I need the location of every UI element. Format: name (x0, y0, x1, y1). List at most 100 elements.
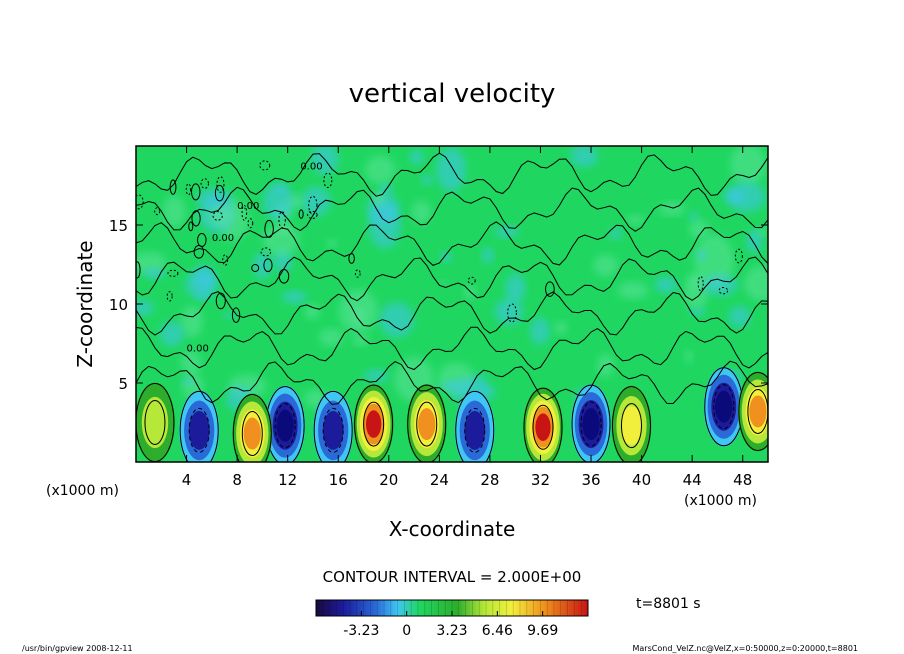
small-contour (247, 218, 254, 229)
field-patch (683, 278, 708, 310)
small-contour (200, 178, 209, 189)
small-contour (212, 211, 223, 221)
small-contour (193, 245, 205, 259)
x-unit-label-right: (x1000 m) (684, 493, 757, 509)
field-patch (505, 273, 526, 302)
cell-layer (365, 410, 382, 438)
small-contour (154, 207, 161, 216)
cell-layer (749, 395, 767, 428)
x-tick-label: 32 (531, 471, 550, 489)
x-tick-label: 20 (379, 471, 398, 489)
field-patch (304, 303, 321, 320)
field-patch (180, 350, 202, 376)
contour-value-label: 0.00 (300, 162, 322, 173)
chart-title: vertical velocity (349, 79, 556, 109)
field-patch (688, 211, 699, 221)
field-patch (352, 335, 370, 347)
cell-contour (416, 401, 438, 447)
field-patch (136, 299, 154, 316)
cell-contour (611, 386, 651, 462)
cell-layer (322, 410, 344, 450)
contour-value-label: 0.00 (212, 233, 234, 244)
field-patch (439, 280, 448, 286)
field-patch (730, 146, 766, 185)
field-patch (654, 276, 677, 293)
cell-layer (276, 409, 294, 442)
field-patch (570, 146, 598, 168)
field-patch (727, 181, 766, 213)
field-patch (263, 183, 294, 221)
footer-left: /usr/bin/gpview 2008-12-11 (22, 644, 133, 653)
small-contour (185, 183, 192, 196)
x-unit-label-left: (x1000 m) (46, 483, 119, 499)
field-patch (689, 307, 706, 317)
small-contour (308, 195, 318, 215)
x-axis-ticks: 4 8 12 16 20 24 28 32 36 40 44 48 (182, 146, 752, 489)
x-tick-label: 16 (329, 471, 348, 489)
zero-contour (136, 256, 768, 302)
zero-contour (136, 360, 768, 405)
colorbar-tick-label: -3.23 (343, 623, 379, 639)
field-patch (494, 298, 524, 325)
small-contour (136, 261, 141, 279)
x-tick-label: 48 (733, 471, 752, 489)
field-patch (609, 227, 622, 240)
field-patch (379, 302, 414, 338)
cell-contour (232, 394, 272, 462)
field-patch (207, 205, 235, 227)
x-tick-label: 8 (232, 471, 242, 489)
y-tick-label: 5 (118, 375, 128, 393)
small-contour (260, 247, 272, 257)
field-patch (617, 281, 649, 300)
colorbar-tick-label: 9.69 (527, 623, 558, 639)
zero-contour (136, 152, 768, 197)
field-patch (263, 224, 300, 257)
zero-contour (136, 186, 768, 232)
field-patch (223, 312, 235, 320)
field-patch (436, 147, 467, 192)
small-contour (718, 286, 729, 295)
small-contour (188, 221, 194, 232)
field-patch (365, 156, 396, 184)
cell-contour (241, 411, 263, 457)
convective-cells (136, 366, 768, 462)
field-patch (181, 377, 196, 386)
cell-contour (274, 403, 296, 449)
cell-layer (582, 408, 600, 441)
small-contour (167, 269, 179, 277)
small-contour (263, 258, 273, 273)
small-contour (251, 264, 260, 272)
small-contour (323, 172, 333, 189)
small-contour (278, 268, 290, 284)
small-contour (348, 253, 355, 264)
cell-layer (243, 417, 261, 450)
small-contour (216, 176, 225, 193)
plot-area: 0.00 0.00 0.00 0.00 (136, 146, 768, 462)
field-patch (409, 149, 424, 165)
field-patch (301, 186, 331, 216)
field-patch (689, 219, 709, 239)
cell-layer (141, 396, 169, 449)
small-contour (190, 183, 201, 201)
cell-layer (535, 413, 551, 442)
field-patch (326, 238, 337, 248)
zero-contour (136, 291, 768, 336)
small-contour (278, 211, 286, 229)
cell-contour (363, 401, 385, 447)
field-patch (530, 317, 550, 345)
x-tick-label: 12 (278, 471, 297, 489)
footer-right: MarsCond_VelZ.nc@VelZ,x=0:50000,z=0:2000… (633, 644, 859, 653)
y-tick-label: 15 (109, 217, 128, 235)
cell-contour (532, 404, 554, 450)
x-tick-label: 44 (683, 471, 702, 489)
y-tick-label: 10 (109, 296, 128, 314)
x-tick-label: 36 (581, 471, 600, 489)
field-patch (159, 321, 184, 347)
small-contour (354, 269, 361, 278)
cell-layer (418, 408, 436, 441)
field-patch (746, 229, 763, 253)
colorbar-tick-label: 3.23 (436, 623, 467, 639)
cell-layer (715, 390, 733, 423)
field-patch (728, 306, 751, 327)
